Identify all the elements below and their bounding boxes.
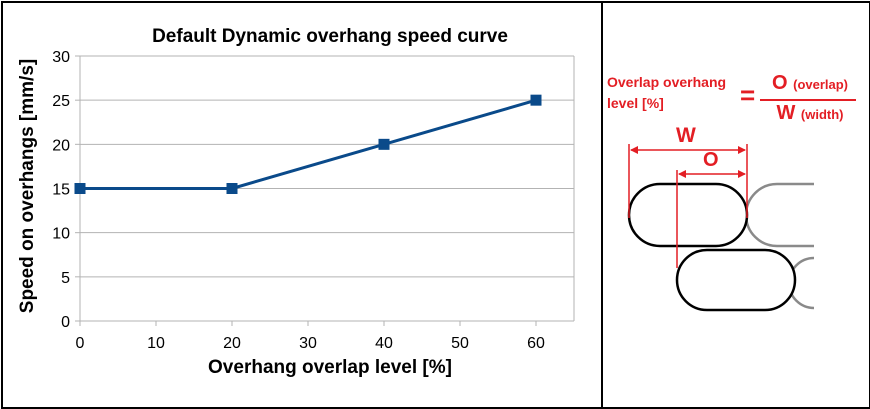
denominator-note: (width) [800,107,844,122]
x-tick-label: 30 [299,335,317,352]
equals-sign: = [740,80,756,110]
y-tick-label: 10 [52,226,70,243]
x-tick-label: 50 [451,335,469,352]
grid-lines [80,55,575,321]
formula-denominator: W (width) [760,102,860,125]
y-tick-label: 30 [52,49,70,66]
x-tick-label: 40 [375,335,393,352]
tick-labels: 0 5 10 15 20 25 30 0 10 20 30 40 50 60 [52,49,545,352]
fraction-bar [760,99,856,101]
y-tick-label: 0 [61,314,70,331]
y-tick-label: 20 [52,137,70,154]
numerator-symbol: O [771,72,788,94]
data-point-marker [74,183,86,194]
speed-chart: 0 5 10 15 20 25 30 0 10 20 30 40 50 60 [52,49,575,352]
x-tick-label: 60 [527,335,545,352]
data-point-marker [226,183,238,194]
formula-numerator: O (overlap) [760,72,860,95]
chart-title: Default Dynamic overhang speed curve [152,26,508,47]
x-tick-label: 0 [76,335,85,352]
series-line [80,98,537,190]
y-tick-label: 25 [52,93,70,110]
y-tick-label: 5 [61,270,70,287]
width-dimension-label: W [676,124,696,147]
denominator-symbol: W [776,102,796,124]
axes [75,55,574,326]
x-tick-label: 10 [147,335,165,352]
numerator-note: (overlap) [793,77,849,92]
overlap-dimension-label: O [703,149,719,171]
panel-divider [601,3,603,407]
y-tick-label: 15 [52,182,70,199]
data-point-marker [530,94,542,106]
x-axis-label: Overhang overlap level [%] [208,357,452,378]
overlap-level-label: Overlap overhang level [%] [607,74,727,111]
x-tick-label: 20 [223,335,241,352]
series-markers [74,94,542,194]
data-point-marker [378,138,390,150]
series-lines [80,98,537,190]
